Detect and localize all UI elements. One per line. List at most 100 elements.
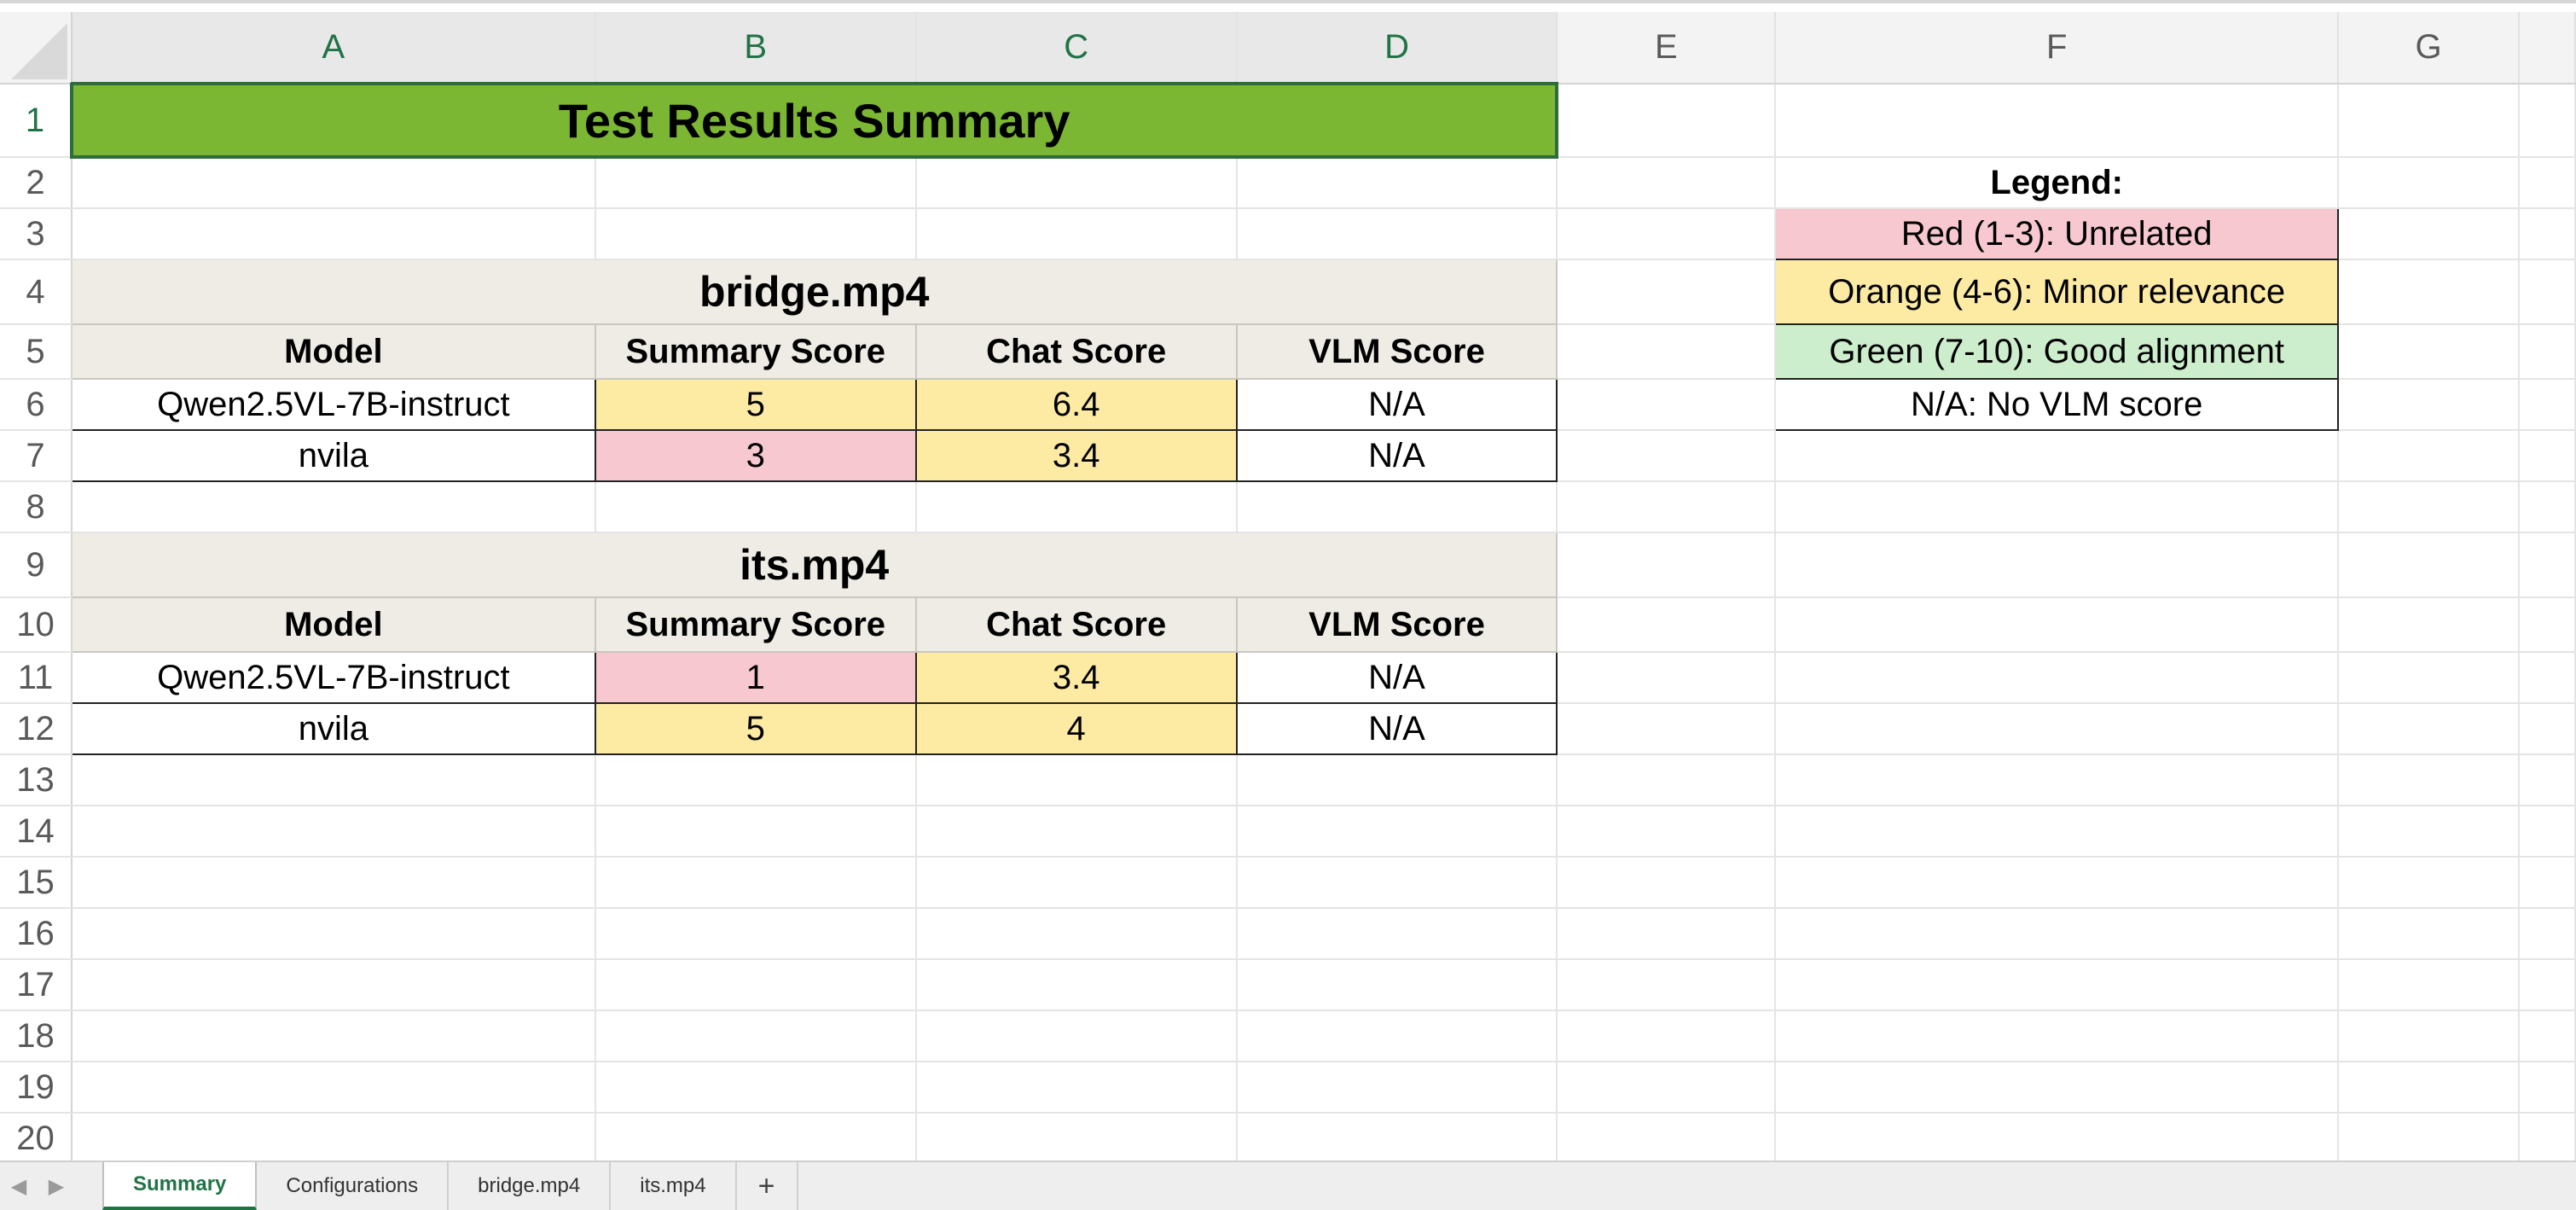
cell[interactable] <box>1557 1010 1777 1062</box>
cell[interactable] <box>1775 857 2340 909</box>
chat-score-cell[interactable]: 6.4 <box>914 378 1238 431</box>
cell[interactable] <box>71 959 596 1011</box>
cell[interactable] <box>915 1010 1238 1062</box>
tab-configurations[interactable]: Configurations <box>257 1162 450 1210</box>
cell[interactable] <box>915 1062 1238 1114</box>
summary-score-cell[interactable]: 1 <box>594 651 917 704</box>
cell[interactable] <box>1557 532 1777 598</box>
cell[interactable] <box>2338 806 2520 858</box>
cell[interactable] <box>595 208 917 260</box>
tab-bridge-mp4[interactable]: bridge.mp4 <box>449 1162 612 1210</box>
row-header-13[interactable]: 13 <box>0 754 73 806</box>
cell[interactable] <box>1557 652 1777 704</box>
tab-summary[interactable]: Summary <box>102 1162 258 1210</box>
cell[interactable] <box>915 481 1238 533</box>
column-label-vlm-score[interactable]: VLM Score <box>1235 596 1558 653</box>
row-header-16[interactable]: 16 <box>0 908 73 960</box>
row-header-5[interactable]: 5 <box>0 324 73 380</box>
cell[interactable] <box>1557 324 1777 380</box>
row-header-10[interactable]: 10 <box>0 597 73 653</box>
model-cell[interactable]: nvila <box>70 702 596 755</box>
cell[interactable] <box>1557 157 1777 209</box>
cell[interactable] <box>2518 857 2576 909</box>
cell[interactable] <box>1236 208 1558 260</box>
row-header-9[interactable]: 9 <box>0 532 73 598</box>
cell[interactable] <box>71 1113 596 1161</box>
cell[interactable] <box>2518 597 2576 653</box>
cell[interactable] <box>1557 84 1777 158</box>
cell[interactable] <box>1236 754 1558 806</box>
column-label-model[interactable]: Model <box>70 323 596 380</box>
row-header-11[interactable]: 11 <box>0 652 73 704</box>
cell[interactable] <box>1236 1062 1558 1114</box>
cell[interactable] <box>1775 652 2340 704</box>
column-label-chat-score[interactable]: Chat Score <box>914 323 1238 380</box>
cell[interactable] <box>1236 806 1558 858</box>
column-header-c[interactable]: C <box>915 12 1238 84</box>
cell[interactable] <box>2518 652 2576 704</box>
cell[interactable] <box>595 908 917 960</box>
cell[interactable] <box>71 208 596 260</box>
cell[interactable] <box>2518 84 2576 158</box>
cell[interactable] <box>2338 208 2520 260</box>
column-header-e[interactable]: E <box>1557 12 1777 84</box>
cell[interactable] <box>2338 157 2520 209</box>
column-header-g[interactable]: G <box>2338 12 2520 84</box>
cell[interactable] <box>1236 481 1558 533</box>
cell[interactable] <box>2338 754 2520 806</box>
summary-score-cell[interactable]: 5 <box>594 378 917 431</box>
cell[interactable] <box>2518 703 2576 755</box>
cell[interactable] <box>2518 324 2576 380</box>
cell[interactable] <box>595 481 917 533</box>
cell[interactable] <box>1775 430 2340 482</box>
cell[interactable] <box>1775 84 2340 158</box>
cell[interactable] <box>1236 1113 1558 1161</box>
cell[interactable] <box>915 754 1238 806</box>
cell[interactable] <box>71 1010 596 1062</box>
legend-item-red[interactable]: Red (1-3): Unrelated <box>1774 207 2340 260</box>
chat-score-cell[interactable]: 3.4 <box>914 429 1238 482</box>
cell[interactable] <box>2338 430 2520 482</box>
cell[interactable] <box>71 908 596 960</box>
cell[interactable] <box>915 1113 1238 1161</box>
cell[interactable] <box>2338 703 2520 755</box>
cell[interactable] <box>915 208 1238 260</box>
cell[interactable] <box>1236 908 1558 960</box>
model-cell[interactable]: nvila <box>70 429 596 482</box>
cell[interactable] <box>595 1113 917 1161</box>
vlm-score-cell[interactable]: N/A <box>1235 429 1558 482</box>
cell[interactable] <box>71 481 596 533</box>
section-title-its[interactable]: its.mp4 <box>70 532 1558 598</box>
cell[interactable] <box>1557 597 1777 653</box>
cell[interactable] <box>71 806 596 858</box>
cell[interactable] <box>2338 259 2520 325</box>
legend-item-green[interactable]: Green (7-10): Good alignment <box>1774 323 2340 380</box>
cell[interactable] <box>2518 430 2576 482</box>
cell[interactable] <box>1775 703 2340 755</box>
cell[interactable] <box>1775 908 2340 960</box>
cell[interactable] <box>2338 379 2520 431</box>
column-header-b[interactable]: B <box>595 12 917 84</box>
cell[interactable] <box>915 908 1238 960</box>
row-header-8[interactable]: 8 <box>0 481 73 533</box>
model-cell[interactable]: Qwen2.5VL-7B-instruct <box>70 378 596 431</box>
cell[interactable] <box>71 857 596 909</box>
cell[interactable] <box>1775 1113 2340 1161</box>
add-sheet-button[interactable]: + <box>737 1162 798 1210</box>
cell[interactable] <box>2338 1113 2520 1161</box>
cell[interactable] <box>2338 532 2520 598</box>
cell[interactable] <box>1557 1062 1777 1114</box>
cell[interactable] <box>2518 806 2576 858</box>
cell[interactable] <box>1775 481 2340 533</box>
column-label-summary-score[interactable]: Summary Score <box>594 596 917 653</box>
cell[interactable] <box>595 806 917 858</box>
scroll-right-icon[interactable]: ▶ <box>48 1174 65 1198</box>
vlm-score-cell[interactable]: N/A <box>1235 702 1558 755</box>
cell[interactable] <box>1236 959 1558 1011</box>
cell[interactable] <box>2338 1062 2520 1114</box>
summary-score-cell[interactable]: 3 <box>594 429 917 482</box>
column-label-vlm-score[interactable]: VLM Score <box>1235 323 1558 380</box>
cell[interactable] <box>1557 1113 1777 1161</box>
row-header-14[interactable]: 14 <box>0 806 73 858</box>
cell[interactable] <box>2338 481 2520 533</box>
